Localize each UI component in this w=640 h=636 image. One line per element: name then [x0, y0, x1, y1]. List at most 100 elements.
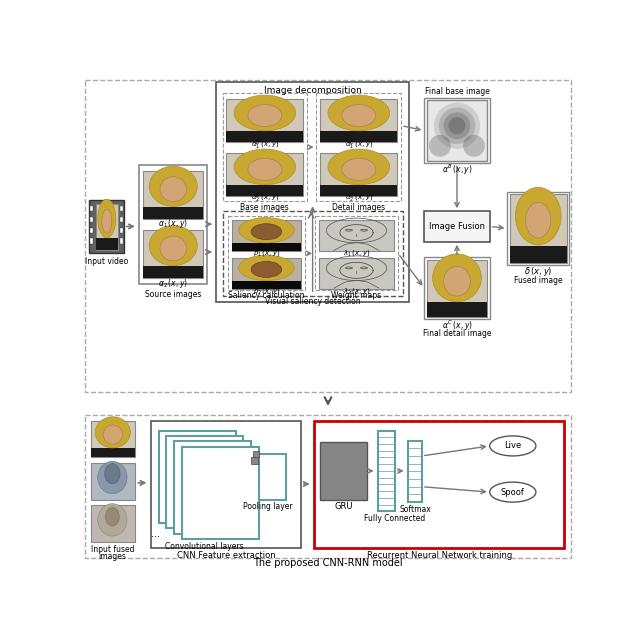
- Bar: [251, 457, 258, 464]
- Circle shape: [449, 117, 465, 134]
- Text: GRU: GRU: [334, 502, 353, 511]
- Bar: [159, 431, 236, 523]
- Text: $\delta\,(x,y)$: $\delta\,(x,y)$: [524, 265, 552, 279]
- Ellipse shape: [149, 166, 197, 206]
- Text: Live: Live: [504, 441, 522, 450]
- Ellipse shape: [234, 95, 296, 131]
- Bar: [320, 99, 397, 142]
- Text: Convolutional layers: Convolutional layers: [166, 541, 244, 551]
- Bar: [232, 258, 301, 289]
- Text: $\alpha^C\,(x,y)$: $\alpha^C\,(x,y)$: [442, 319, 472, 333]
- Bar: [253, 450, 259, 457]
- Text: Spoof: Spoof: [501, 488, 525, 497]
- Text: $\alpha_2^B\,(x,y)$: $\alpha_2^B\,(x,y)$: [251, 192, 279, 205]
- Bar: [320, 185, 397, 196]
- Text: $\alpha^B\,(x,y)$: $\alpha^B\,(x,y)$: [442, 163, 472, 177]
- Ellipse shape: [328, 95, 390, 131]
- Ellipse shape: [248, 104, 282, 127]
- Ellipse shape: [433, 254, 481, 301]
- Text: $\lambda_1\,(x,y)$: $\lambda_1\,(x,y)$: [342, 249, 371, 258]
- Text: $\beta_2\,(x,y)$: $\beta_2\,(x,y)$: [253, 286, 280, 296]
- Bar: [91, 463, 135, 500]
- Text: Image decomposition: Image decomposition: [264, 86, 362, 95]
- Ellipse shape: [103, 425, 122, 444]
- Text: Pooling layer: Pooling layer: [243, 502, 292, 511]
- Bar: [427, 100, 488, 161]
- Ellipse shape: [490, 482, 536, 502]
- Circle shape: [429, 135, 451, 156]
- Bar: [250, 453, 287, 500]
- Bar: [216, 83, 409, 302]
- Text: Fully Connected: Fully Connected: [364, 514, 425, 523]
- Ellipse shape: [525, 202, 551, 238]
- Bar: [140, 165, 207, 284]
- Text: $\alpha_1\,(x,y)$: $\alpha_1\,(x,y)$: [158, 217, 188, 230]
- Text: $\alpha_1^B\,(x,y)$: $\alpha_1^B\,(x,y)$: [251, 138, 279, 151]
- Bar: [174, 441, 251, 534]
- Bar: [316, 93, 401, 201]
- Bar: [91, 448, 135, 457]
- Ellipse shape: [239, 255, 294, 280]
- Bar: [90, 238, 93, 244]
- Bar: [120, 206, 123, 211]
- Bar: [227, 153, 303, 196]
- Bar: [314, 420, 564, 548]
- Ellipse shape: [149, 226, 197, 266]
- Text: images: images: [99, 552, 126, 562]
- Bar: [320, 153, 397, 196]
- Ellipse shape: [251, 261, 282, 277]
- Text: Fused image: Fused image: [514, 276, 563, 285]
- Text: Final base image: Final base image: [424, 87, 490, 96]
- Ellipse shape: [515, 187, 561, 245]
- Bar: [86, 415, 570, 558]
- Bar: [424, 211, 490, 242]
- Bar: [227, 131, 303, 142]
- Text: Input video: Input video: [84, 256, 128, 266]
- Circle shape: [439, 107, 476, 144]
- Bar: [408, 441, 422, 502]
- Ellipse shape: [490, 436, 536, 456]
- Bar: [91, 420, 135, 457]
- Bar: [182, 446, 259, 539]
- Text: Detail images: Detail images: [332, 203, 385, 212]
- Bar: [232, 281, 301, 289]
- Bar: [315, 216, 398, 291]
- Bar: [227, 185, 303, 196]
- Ellipse shape: [160, 236, 186, 261]
- Bar: [319, 220, 394, 251]
- Ellipse shape: [251, 224, 282, 240]
- Text: CNN Feature extraction: CNN Feature extraction: [177, 551, 275, 560]
- Text: Base images: Base images: [241, 203, 289, 212]
- Ellipse shape: [98, 504, 127, 536]
- Bar: [143, 266, 204, 278]
- Bar: [166, 436, 243, 529]
- Ellipse shape: [98, 199, 116, 238]
- Bar: [143, 207, 204, 219]
- Text: ...: ...: [151, 529, 160, 539]
- Bar: [90, 206, 93, 211]
- Text: Saliency calculation: Saliency calculation: [228, 291, 305, 300]
- Bar: [223, 211, 403, 296]
- Bar: [427, 302, 488, 317]
- Ellipse shape: [328, 149, 390, 184]
- Text: $\lambda_2\,(x,y)$: $\lambda_2\,(x,y)$: [342, 286, 371, 296]
- Text: Final detail image: Final detail image: [423, 329, 492, 338]
- Ellipse shape: [102, 209, 112, 233]
- Bar: [223, 93, 307, 201]
- Text: Input fused: Input fused: [91, 546, 134, 555]
- Bar: [120, 228, 123, 233]
- Bar: [232, 244, 301, 251]
- Bar: [232, 220, 301, 251]
- Text: Visual saliency detection: Visual saliency detection: [265, 298, 361, 307]
- Bar: [508, 192, 569, 265]
- Bar: [228, 216, 305, 291]
- Ellipse shape: [234, 149, 296, 184]
- Bar: [143, 171, 204, 219]
- Bar: [424, 98, 490, 163]
- Bar: [90, 200, 124, 253]
- Bar: [320, 442, 367, 500]
- Ellipse shape: [105, 464, 120, 483]
- Bar: [91, 505, 135, 542]
- Bar: [227, 99, 303, 142]
- Bar: [95, 238, 118, 250]
